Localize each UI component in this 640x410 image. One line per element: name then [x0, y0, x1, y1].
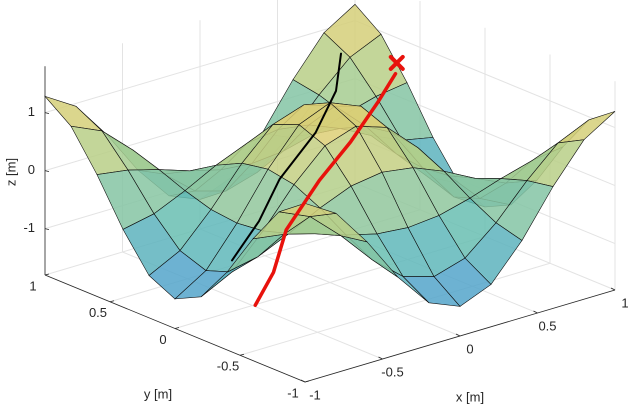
tick-mark	[44, 170, 50, 172]
y-tick-label: -0.5	[217, 359, 239, 374]
tick-mark	[109, 300, 115, 303]
y-tick-label: 0	[159, 332, 166, 347]
tick-mark	[300, 379, 306, 383]
surface-cell	[278, 203, 337, 217]
y-tick-label: 0.5	[89, 305, 107, 320]
x-axis-label: x [m]	[456, 389, 484, 404]
x-tick-label: 1	[621, 295, 628, 310]
x-tick-label: 0	[466, 341, 473, 356]
z-tick-label: 0	[28, 162, 35, 177]
y-axis-label: y [m]	[144, 386, 172, 401]
tick-mark	[44, 273, 50, 276]
y-tick-label: -1	[287, 385, 299, 400]
z-tick-label: -1	[23, 220, 35, 235]
target-marker	[388, 54, 405, 71]
tick-mark	[533, 310, 538, 314]
x-tick-label: -1	[309, 387, 321, 402]
y-tick-label: 1	[29, 278, 36, 293]
grid-line	[44, 20, 356, 114]
tick-mark	[239, 353, 245, 356]
surface-cell	[44, 95, 103, 132]
tick-mark	[44, 112, 50, 114]
tick-mark	[174, 327, 180, 329]
tick-mark	[378, 356, 383, 360]
tick-mark	[304, 380, 310, 383]
tick-mark	[455, 333, 461, 337]
trajectory	[231, 52, 342, 262]
z-axis-label: z [m]	[3, 158, 18, 186]
x-tick-label: 0.5	[538, 318, 556, 333]
trajectory	[253, 71, 398, 307]
grid-line	[239, 262, 551, 356]
z-tick-label: 1	[28, 104, 35, 119]
x-tick-label: -0.5	[381, 364, 403, 379]
grid-line	[354, 20, 616, 129]
tick-mark	[44, 228, 50, 230]
tick-mark	[610, 287, 616, 291]
